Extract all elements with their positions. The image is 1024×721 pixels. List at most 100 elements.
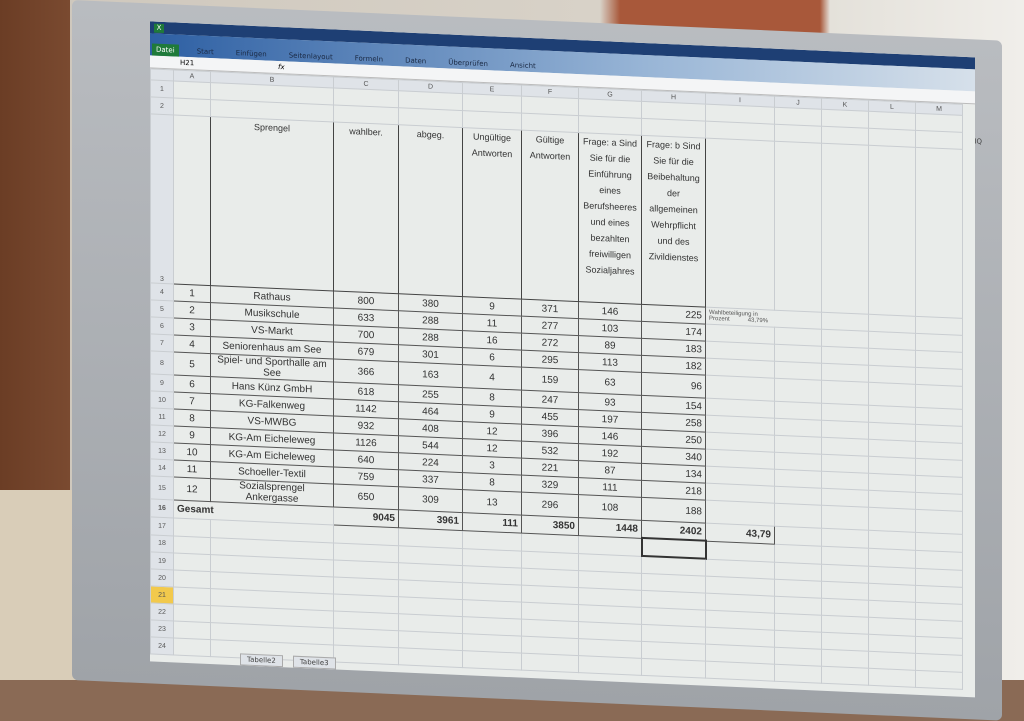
cell[interactable] xyxy=(868,111,916,131)
cell[interactable] xyxy=(821,363,869,383)
cell[interactable] xyxy=(821,403,869,423)
cell[interactable] xyxy=(521,653,579,673)
row-header[interactable]: 3 xyxy=(150,113,174,284)
cell[interactable] xyxy=(774,526,822,546)
cell[interactable] xyxy=(915,549,963,570)
cell[interactable] xyxy=(915,384,963,410)
cell[interactable] xyxy=(462,650,522,671)
sheet-tab[interactable]: Tabelle2 xyxy=(240,653,283,668)
cell-a[interactable]: 8 xyxy=(173,408,211,428)
cell[interactable] xyxy=(821,563,869,584)
cell[interactable] xyxy=(774,647,822,667)
ribbon-tab[interactable]: Einfügen xyxy=(235,49,267,59)
cell[interactable] xyxy=(868,565,916,586)
cell-e[interactable]: 4 xyxy=(462,364,522,391)
cell[interactable] xyxy=(821,632,869,652)
cell[interactable] xyxy=(915,147,963,319)
cell-a[interactable]: 3 xyxy=(173,317,211,337)
row-header[interactable]: 12 xyxy=(150,424,174,443)
cell[interactable] xyxy=(821,329,869,349)
cell[interactable] xyxy=(774,401,822,421)
row-header[interactable]: 23 xyxy=(150,619,174,638)
row-header[interactable]: 8 xyxy=(150,350,174,375)
cell-d[interactable]: 163 xyxy=(398,361,463,388)
row-header[interactable]: 5 xyxy=(150,299,174,318)
cell[interactable] xyxy=(774,664,822,684)
cell[interactable] xyxy=(868,348,916,368)
cell[interactable] xyxy=(868,145,916,317)
cell[interactable] xyxy=(705,661,775,682)
row-header[interactable]: 10 xyxy=(150,390,174,409)
cell[interactable] xyxy=(821,615,869,635)
cell-a[interactable]: 10 xyxy=(173,442,211,462)
row-header[interactable]: 6 xyxy=(150,316,174,335)
column-title-b[interactable]: Sprengel xyxy=(210,116,334,291)
cell[interactable] xyxy=(774,561,822,582)
cell[interactable] xyxy=(868,547,916,568)
cell[interactable] xyxy=(774,469,822,489)
cell[interactable] xyxy=(868,365,916,385)
cell[interactable] xyxy=(915,458,963,478)
cell-a[interactable]: 5 xyxy=(173,351,211,377)
row-header[interactable]: 20 xyxy=(150,568,174,587)
cell-c[interactable]: 650 xyxy=(333,483,399,510)
cell[interactable] xyxy=(821,143,869,315)
cell[interactable] xyxy=(915,350,963,370)
cell[interactable] xyxy=(915,407,963,427)
cell[interactable] xyxy=(774,503,822,529)
cell[interactable] xyxy=(868,314,916,334)
cell[interactable] xyxy=(774,141,822,313)
row-header[interactable]: 7 xyxy=(150,333,174,352)
cell[interactable] xyxy=(173,114,211,286)
cell[interactable] xyxy=(915,532,963,552)
cell[interactable] xyxy=(774,486,822,506)
cell[interactable] xyxy=(821,109,869,129)
cell[interactable] xyxy=(821,488,869,508)
cell[interactable] xyxy=(915,441,963,461)
cell[interactable] xyxy=(915,509,963,535)
cell-a[interactable]: 11 xyxy=(173,459,211,479)
cell[interactable] xyxy=(821,380,869,406)
column-title-c[interactable]: wahlber. xyxy=(333,121,399,294)
cell[interactable] xyxy=(173,552,211,572)
cell[interactable] xyxy=(705,138,775,311)
cell-a[interactable]: 4 xyxy=(173,334,211,354)
row-header[interactable]: 24 xyxy=(150,636,174,655)
cell[interactable] xyxy=(868,668,916,688)
cell[interactable] xyxy=(774,344,822,364)
row-header[interactable]: 14 xyxy=(150,458,174,477)
ribbon-tab[interactable]: Überprüfen xyxy=(448,58,488,69)
cell[interactable] xyxy=(868,128,916,148)
row-header[interactable]: 22 xyxy=(150,602,174,621)
cell[interactable] xyxy=(915,424,963,444)
cell-c[interactable]: 366 xyxy=(333,358,399,385)
cell-a[interactable]: 6 xyxy=(173,374,211,394)
cell-d[interactable]: 309 xyxy=(398,486,463,513)
row-header[interactable]: 16 xyxy=(150,498,174,518)
cell[interactable] xyxy=(821,649,869,669)
cell[interactable] xyxy=(868,634,916,654)
cell[interactable] xyxy=(915,602,963,622)
cell[interactable] xyxy=(821,528,869,548)
cell[interactable] xyxy=(173,603,211,623)
row-header[interactable]: 19 xyxy=(150,551,174,570)
cell[interactable] xyxy=(398,647,463,668)
cell[interactable] xyxy=(868,456,916,476)
cell-f[interactable]: 159 xyxy=(521,367,579,393)
row-header[interactable]: 1 xyxy=(150,79,174,98)
cell[interactable] xyxy=(774,596,822,616)
cell[interactable] xyxy=(173,535,211,555)
cell[interactable] xyxy=(915,636,963,656)
cell[interactable] xyxy=(821,598,869,618)
cell-f[interactable]: 296 xyxy=(521,492,579,518)
column-title-e[interactable]: Ungültige Antworten xyxy=(462,127,522,300)
cell[interactable] xyxy=(641,658,706,679)
ribbon-tab[interactable]: Daten xyxy=(405,56,427,66)
cell[interactable] xyxy=(774,435,822,455)
cell[interactable] xyxy=(173,569,211,589)
ribbon-tab[interactable]: Seitenlayout xyxy=(288,51,333,62)
row-header[interactable]: 21 xyxy=(150,585,174,604)
cell[interactable] xyxy=(821,581,869,601)
cell[interactable] xyxy=(868,651,916,671)
cell[interactable] xyxy=(774,378,822,404)
